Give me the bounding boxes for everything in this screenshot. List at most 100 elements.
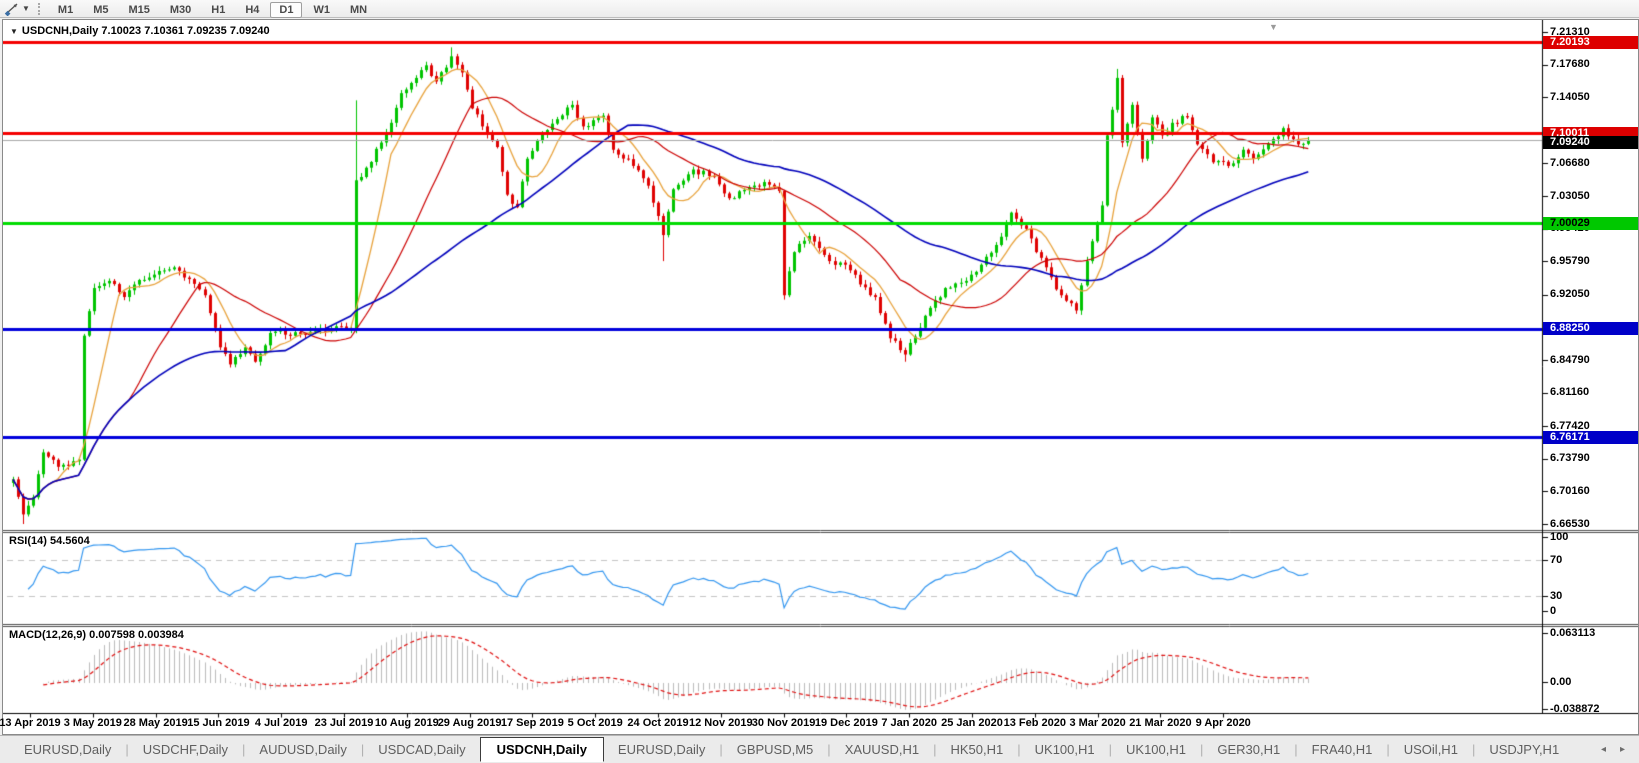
timeframe-button-m5[interactable]: M5 — [93, 3, 109, 16]
date-axis-label: 7 Jan 2020 — [881, 717, 938, 729]
macd-name: MACD(12,26,9) — [9, 629, 87, 641]
toolbar: ▼ M1 M5 M15 M30 H1 H4 D1 W1 MN — [0, 0, 1639, 18]
tab-separator: | — [1386, 742, 1390, 757]
macd-axis-label: 0.063113 — [1550, 627, 1596, 639]
toolbar-grip-handle[interactable] — [37, 2, 42, 15]
tab-separator: | — [827, 742, 831, 757]
rsi-name: RSI(14) — [9, 535, 47, 547]
chart-tab-eurusd-daily[interactable]: EURUSD,Daily — [617, 742, 706, 757]
timeframe-button-w1[interactable]: W1 — [313, 3, 330, 16]
timeframe-button-m30[interactable]: M30 — [169, 3, 192, 16]
timeframe-button-h4[interactable]: H4 — [245, 3, 260, 16]
tool-dropdown-caret-icon[interactable]: ▼ — [22, 4, 30, 13]
macd-indicator-label: MACD(12,26,9) 0.007598 0.003984 — [9, 629, 184, 641]
date-axis-label: 28 May 2019 — [123, 717, 188, 729]
price-axis-tick-label: 6.70160 — [1550, 484, 1590, 497]
chart-tab-xauusd-h1[interactable]: XAUUSD,H1 — [844, 742, 920, 757]
tab-separator: | — [719, 742, 723, 757]
date-axis-label: 3 May 2019 — [63, 717, 122, 729]
timeframe-button-h1[interactable]: H1 — [211, 3, 226, 16]
tab-separator: | — [125, 742, 129, 757]
macd-axis-label: -0.038872 — [1550, 703, 1600, 715]
tab-separator: | — [1471, 742, 1476, 757]
tabs-scroll-right-icon[interactable]: ▸ — [1619, 744, 1625, 755]
collapse-triangle-icon[interactable]: ▼ — [10, 27, 18, 36]
chart-tab-gbpusd-m5[interactable]: GBPUSD,M5 — [736, 742, 814, 757]
timeframe-button-mn[interactable]: MN — [349, 3, 368, 16]
date-axis-label: 3 Mar 2020 — [1069, 717, 1126, 729]
price-axis-tick-label: 7.03050 — [1550, 189, 1590, 202]
date-axis-label: 21 Mar 2020 — [1129, 717, 1192, 729]
price-axis-tick-label: 6.95790 — [1550, 254, 1590, 267]
chart-symbol-period: USDCNH,Daily — [21, 25, 99, 37]
rsi-axis-label: 70 — [1550, 554, 1563, 566]
tab-separator: | — [1200, 742, 1204, 757]
chart-tab-uk100-h1[interactable]: UK100,H1 — [1034, 742, 1095, 757]
date-axis-label: 30 Nov 2019 — [751, 717, 816, 729]
rsi-value: 54.5604 — [49, 535, 90, 547]
price-axis-tick-label: 6.84790 — [1550, 353, 1590, 366]
rsi-axis-label: 0 — [1550, 605, 1557, 617]
price-chart-canvas[interactable] — [3, 20, 1638, 734]
date-axis-label: 10 Aug 2019 — [374, 717, 439, 729]
tab-separator: | — [242, 742, 246, 757]
date-axis-label: 4 Jul 2019 — [254, 717, 308, 729]
chart-tab-ger30-h1[interactable]: GER30,H1 — [1217, 742, 1281, 757]
rsi-indicator-label: RSI(14) 54.5604 — [9, 535, 90, 547]
timeframe-toolbar: M1 M5 M15 M30 H1 H4 D1 W1 MN — [48, 0, 377, 18]
macd-axis-label: 0.00 — [1550, 676, 1572, 688]
rsi-axis-label: 100 — [1550, 531, 1569, 543]
chart-tab-fra40-h1[interactable]: FRA40,H1 — [1311, 742, 1373, 757]
chart-shift-marker-icon[interactable]: ▼ — [1269, 22, 1278, 32]
price-axis-tick-label: 6.81160 — [1550, 386, 1590, 399]
hline-price-tag: 6.76171 — [1543, 430, 1638, 444]
price-axis-tick-label: 7.06680 — [1550, 156, 1590, 169]
price-axis-tick-label: 6.77420 — [1550, 419, 1590, 432]
chart-tab-usdchf-daily[interactable]: USDCHF,Daily — [142, 742, 229, 757]
price-axis-tick-label: 7.14050 — [1550, 90, 1590, 103]
hline-price-tag: 6.88250 — [1543, 322, 1638, 336]
hline-price-tag: 7.20193 — [1543, 35, 1638, 49]
date-axis-label: 23 Jul 2019 — [314, 717, 374, 729]
date-axis-label: 29 Aug 2019 — [437, 717, 502, 729]
chart-tab-audusd-daily[interactable]: AUDUSD,Daily — [259, 742, 347, 757]
chart-tab-usdcad-daily[interactable]: USDCAD,Daily — [378, 742, 466, 757]
timeframe-button-m1[interactable]: M1 — [57, 3, 74, 16]
timeframe-button-d1[interactable]: D1 — [270, 1, 303, 18]
tab-separator: | — [360, 742, 365, 757]
chart-window: ▼ USDCNH,Daily 7.10023 7.10361 7.09235 7.… — [0, 19, 1639, 735]
current-price-tag: 7.09240 — [1543, 135, 1638, 149]
price-axis-tick-label: 6.92050 — [1550, 288, 1590, 301]
chart-tab-uk100-h1[interactable]: UK100,H1 — [1126, 742, 1186, 757]
price-axis-tick-label: 7.17680 — [1550, 58, 1590, 71]
drawing-arrow-tool-icon[interactable] — [4, 2, 20, 16]
date-axis-label: 9 Apr 2020 — [1195, 717, 1251, 729]
chart-tab-usdjpy-h1[interactable]: USDJPY,H1 — [1489, 742, 1560, 757]
rsi-axis-label: 30 — [1550, 590, 1563, 602]
drawing-tool-group: ▼ — [0, 0, 34, 18]
date-axis-label: 17 Sep 2019 — [500, 717, 564, 729]
date-axis-label: 19 Dec 2019 — [814, 717, 878, 729]
hline-price-tag: 7.00029 — [1543, 216, 1638, 230]
chart-tab-usoil-h1[interactable]: USOil,H1 — [1403, 742, 1458, 757]
chart-tab-eurusd-daily[interactable]: EURUSD,Daily — [24, 742, 112, 757]
date-axis-label: 13 Feb 2020 — [1003, 717, 1066, 729]
timeframe-button-m15[interactable]: M15 — [128, 3, 150, 16]
price-axis-tick-label: 6.73790 — [1550, 452, 1590, 465]
tab-separator: | — [933, 742, 937, 757]
tab-scroll-arrows: ◂ ▸ — [1587, 744, 1639, 755]
date-axis-label: 12 Nov 2019 — [688, 717, 753, 729]
chart-tab-hk50-h1[interactable]: HK50,H1 — [950, 742, 1004, 757]
chart-tabs: EURUSD,Daily | USDCHF,Daily | AUDUSD,Daily | U… — [0, 736, 1587, 763]
tab-separator: | — [1017, 742, 1021, 757]
price-axis-tick-label: 7.21310 — [1550, 25, 1590, 38]
tabs-scroll-left-icon[interactable]: ◂ — [1600, 744, 1606, 755]
chart-tab-bar: EURUSD,Daily | USDCHF,Daily | AUDUSD,Daily | U… — [0, 735, 1639, 763]
tab-separator: | — [1108, 742, 1113, 757]
price-axis-tick-label: 6.66530 — [1550, 517, 1590, 530]
chart-tab-usdcnh-daily[interactable]: USDCNH,Daily — [479, 737, 604, 762]
date-axis-label: 24 Oct 2019 — [627, 717, 689, 729]
chart-ohlc-values: 7.10023 7.10361 7.09235 7.09240 — [101, 25, 270, 37]
chart-title: ▼ USDCNH,Daily 7.10023 7.10361 7.09235 7.… — [10, 25, 270, 37]
